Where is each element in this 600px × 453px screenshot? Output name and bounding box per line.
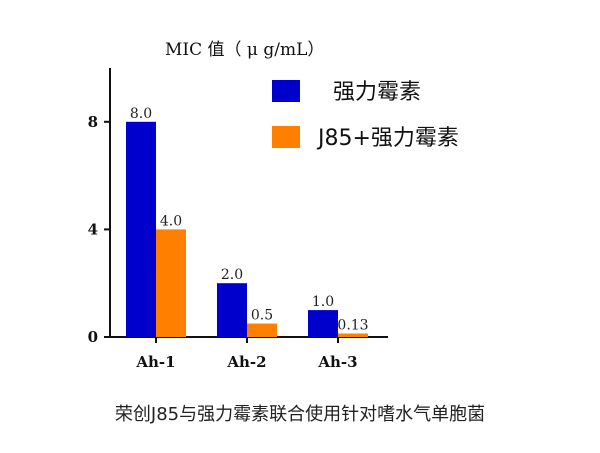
bar-ah-2-series-1 (217, 283, 247, 337)
data-label: 0.5 (251, 308, 273, 324)
legend-label-2: J85+强力霉素 (316, 126, 459, 151)
y-tick-label: 4 (88, 220, 98, 238)
bar-ah-3-series-2 (338, 333, 368, 337)
data-label: 0.13 (337, 318, 368, 334)
bar-ah-1-series-2 (156, 229, 186, 337)
data-label: 2.0 (221, 267, 243, 283)
y-tick-label: 0 (88, 328, 98, 346)
data-label: 1.0 (312, 294, 334, 310)
legend: 强力霉素 J85+强力霉素 (272, 80, 459, 151)
x-tick-label: Ah-3 (317, 353, 357, 371)
bar-ah-2-series-2 (247, 323, 277, 337)
legend-swatch-2 (272, 126, 300, 148)
data-label: 8.0 (130, 106, 152, 122)
bar-chart: MIC 值（ μ g/mL） 0 4 8 8.0 4.0 Ah-1 2.0 0.5 Ah-2 1… (88, 40, 459, 371)
bar-ah-3-series-1 (308, 310, 338, 337)
figure-caption: 荣创J85与强力霉素联合使用针对嗜水气单胞菌 (114, 404, 486, 425)
x-tick-label: Ah-2 (226, 353, 266, 371)
data-label: 4.0 (160, 213, 182, 229)
y-tick-label: 8 (88, 113, 98, 131)
chart-title: MIC 值（ μ g/mL） (165, 40, 324, 60)
legend-swatch-1 (272, 80, 300, 102)
legend-label-1: 强力霉素 (333, 80, 421, 105)
x-tick-label: Ah-1 (135, 353, 175, 371)
bar-ah-1-series-1 (126, 121, 156, 337)
